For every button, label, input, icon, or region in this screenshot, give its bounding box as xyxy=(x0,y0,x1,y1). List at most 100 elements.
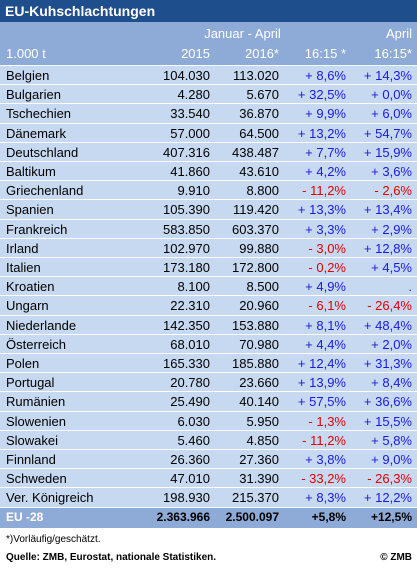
cell: 119.420 xyxy=(232,202,279,218)
cell: 99.880 xyxy=(239,240,279,256)
cell: 185.880 xyxy=(232,356,279,371)
cell: + 4,2% xyxy=(305,164,346,179)
row-bg xyxy=(0,411,417,430)
cell: 102.970 xyxy=(163,240,210,256)
country: Slowakei xyxy=(6,432,59,448)
month: April xyxy=(385,26,412,41)
cell: - 2,6% xyxy=(374,183,412,199)
cell: - 3,0% xyxy=(308,240,346,256)
row-bg xyxy=(0,238,417,257)
country: Niederlande xyxy=(6,317,77,333)
cell: - 11,2% xyxy=(302,183,346,199)
row-bg xyxy=(0,315,417,334)
cell: 165.330 xyxy=(163,356,210,371)
source: Quelle: ZMB, Eurostat, nationale Statist… xyxy=(6,551,217,563)
cell: + 12,8% xyxy=(363,240,412,256)
note: *)Vorläufig/geschätzt. xyxy=(6,533,101,545)
row-bg xyxy=(0,142,417,161)
copyright: © ZMB xyxy=(380,551,412,563)
cell: 153.880 xyxy=(232,317,279,333)
cell: 8.800 xyxy=(246,183,279,199)
cell: + 14,3% xyxy=(363,68,412,83)
country: Ungarn xyxy=(6,298,49,314)
cell: 6.030 xyxy=(177,413,210,429)
cell: - 26,4% xyxy=(367,298,412,314)
cell: 27.360 xyxy=(239,452,279,467)
cell: + 13,2% xyxy=(297,125,346,141)
cell: + 0,0% xyxy=(371,87,412,103)
total-bg xyxy=(0,507,417,528)
total-cell: 2.363.966 xyxy=(156,509,210,524)
cell: 4.280 xyxy=(177,87,210,103)
cell: 172.800 xyxy=(232,260,279,275)
cell: 68.010 xyxy=(170,336,210,352)
cell: 142.350 xyxy=(163,317,210,333)
row-bg xyxy=(0,85,417,104)
column-header: 16:15 * xyxy=(304,46,346,61)
row-bg xyxy=(0,373,417,392)
row-bg xyxy=(0,392,417,411)
row-bg xyxy=(0,450,417,469)
cell: - 11,2% xyxy=(302,432,346,448)
country: Rumänien xyxy=(6,394,66,410)
row-bg xyxy=(0,296,417,315)
cell: + 36,6% xyxy=(363,394,412,410)
cell: + 9,0% xyxy=(371,452,412,467)
country: Portugal xyxy=(6,375,55,391)
cell: 47.010 xyxy=(170,471,210,487)
country: Österreich xyxy=(6,336,66,352)
cell: + 3,3% xyxy=(305,221,346,237)
cell: 603.370 xyxy=(232,221,279,237)
country: Slowenien xyxy=(6,413,66,429)
country: Kroatien xyxy=(6,279,55,295)
cell: 43.610 xyxy=(239,164,279,179)
country: Irland xyxy=(6,240,39,256)
country: Polen xyxy=(6,356,40,371)
cell: + 5,8% xyxy=(371,432,412,448)
cell: - 0,2% xyxy=(308,260,346,275)
cell: 407.316 xyxy=(163,144,210,160)
cell: + 13,3% xyxy=(297,202,346,218)
row-bg xyxy=(0,430,417,449)
cell: 25.490 xyxy=(170,394,210,410)
country: Spanien xyxy=(6,202,54,218)
country: Frankreich xyxy=(6,221,68,237)
period: Januar - April xyxy=(204,26,281,41)
cell: + 13,9% xyxy=(297,375,346,391)
cell: 173.180 xyxy=(163,260,210,275)
cell: + 4,5% xyxy=(371,260,412,275)
row-bg xyxy=(0,200,417,219)
cell: + 12,4% xyxy=(297,356,346,371)
country: Finnland xyxy=(6,452,56,467)
cell: 33.540 xyxy=(170,106,210,122)
cell: 9.910 xyxy=(177,183,210,199)
cell: 26.360 xyxy=(170,452,210,467)
cell: + 6,0% xyxy=(371,106,412,122)
cell: 583.850 xyxy=(163,221,210,237)
country: Ver. Königreich xyxy=(6,490,94,506)
cell: 105.390 xyxy=(163,202,210,218)
cell: + 57,5% xyxy=(297,394,346,410)
cell: + 4,9% xyxy=(305,279,346,295)
country: Deutschland xyxy=(6,144,79,160)
cell: 40.140 xyxy=(239,394,279,410)
cell: + 3,8% xyxy=(305,452,346,467)
cell: + 32,5% xyxy=(297,87,346,103)
country: Bulgarien xyxy=(6,87,61,103)
cell: + 54,7% xyxy=(363,125,412,141)
column-header: 16:15* xyxy=(374,46,412,61)
country: Dänemark xyxy=(6,125,66,141)
cell: + 15,9% xyxy=(363,144,412,160)
cell: - 1,3% xyxy=(308,413,346,429)
row-bg xyxy=(0,334,417,353)
column-header: 1.000 t xyxy=(6,46,46,61)
total-cell: EU -28 xyxy=(6,509,44,524)
cell: 104.030 xyxy=(163,68,210,83)
cell: 198.930 xyxy=(163,490,210,506)
cell: - 26,3% xyxy=(367,471,412,487)
cell: . xyxy=(408,279,412,295)
row-bg xyxy=(0,219,417,238)
row-bg xyxy=(0,104,417,123)
cell: + 8,1% xyxy=(305,317,346,333)
